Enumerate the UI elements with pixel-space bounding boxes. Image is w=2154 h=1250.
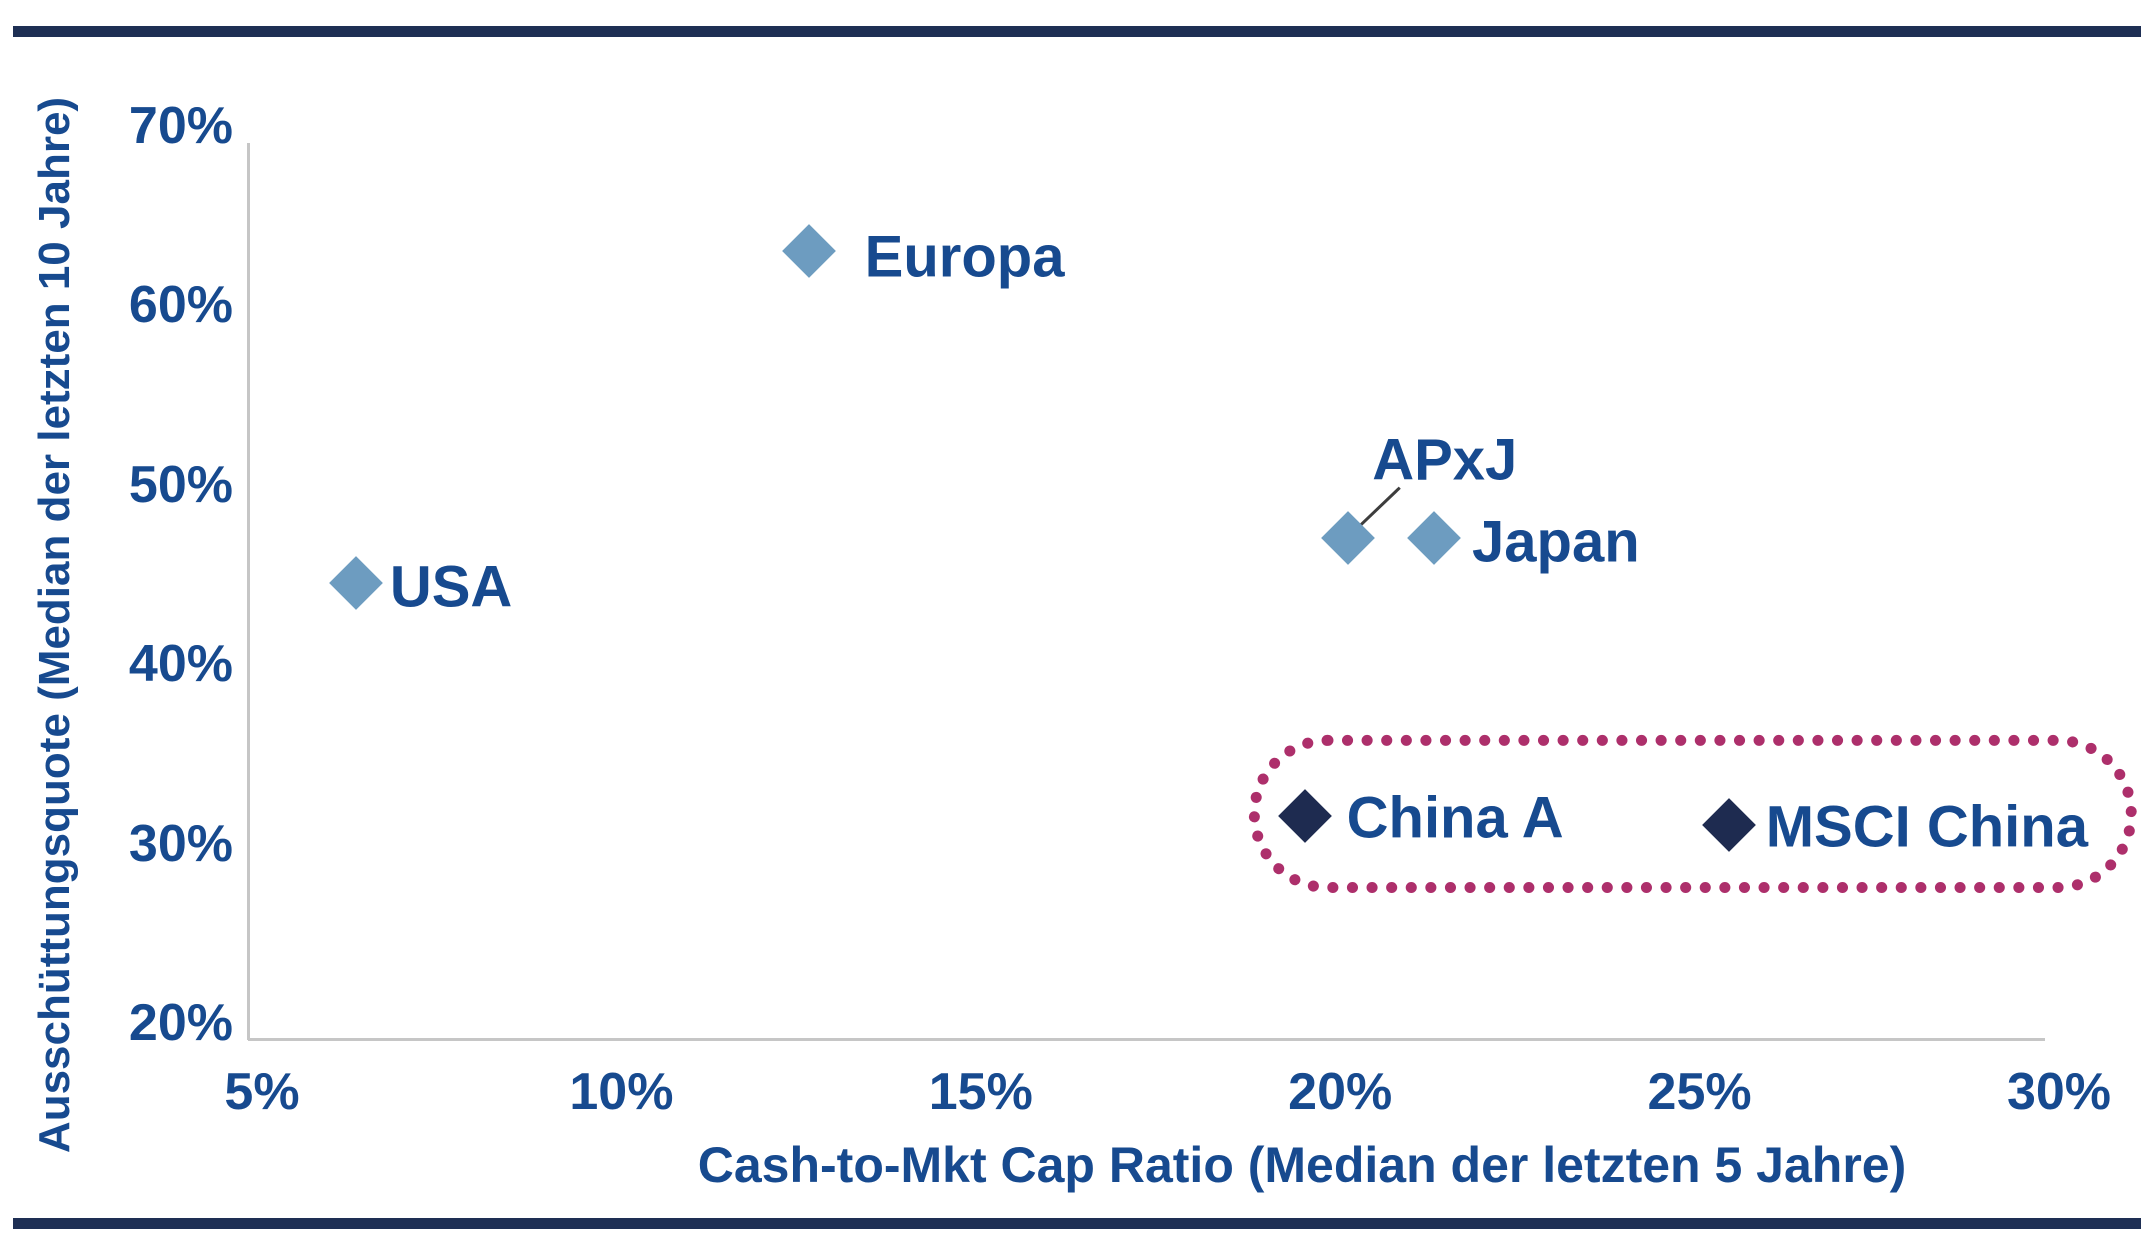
x-tick-label-10: 10%: [569, 1063, 674, 1121]
y-tick-label-60: 60%: [128, 276, 233, 335]
y-tick-label-30: 30%: [128, 814, 233, 873]
plot-area: 5% 10% 15% 20% 25% 30% 70% 60% 50% 40% 30% 20% USA Eu…: [129, 97, 2137, 1121]
annotation-overlay: [1248, 486, 2137, 894]
data-point-label-msci-china: MSCI China: [1765, 794, 2088, 860]
bottom-divider-rule: [13, 1218, 2141, 1229]
x-tick-label-5: 5%: [224, 1063, 300, 1121]
y-axis-line: [247, 143, 250, 1040]
data-point-label-usa: USA: [389, 554, 513, 620]
y-tick-label-50: 50%: [128, 455, 233, 514]
y-tick-label-20: 20%: [128, 994, 233, 1052]
x-axis-line: [248, 1038, 2045, 1041]
x-tick-label-30: 30%: [2006, 1063, 2112, 1121]
x-axis-title: Cash-to-Mkt Cap Ratio (Median der letzte…: [697, 1137, 1907, 1193]
y-tick-label-70: 70%: [128, 97, 233, 155]
x-tick-label-25: 25%: [1647, 1063, 1752, 1121]
data-point-label-apxj: APxJ: [1372, 427, 1518, 493]
highlight-box-china: [1248, 734, 2137, 894]
x-tick-label-15: 15%: [928, 1063, 1033, 1121]
top-divider-rule: [13, 26, 2141, 37]
y-tick-label-40: 40%: [128, 635, 233, 694]
x-tick-label-20: 20%: [1288, 1063, 1393, 1121]
data-point-label-europa: Europa: [864, 224, 1065, 290]
leader-line-apxj: [1354, 486, 1401, 531]
data-point-label-japan: Japan: [1472, 509, 1640, 575]
y-axis-title: Ausschüttungsquote (Median der letzten 1…: [30, 96, 79, 1154]
data-point-label-china-a: China A: [1346, 785, 1564, 851]
